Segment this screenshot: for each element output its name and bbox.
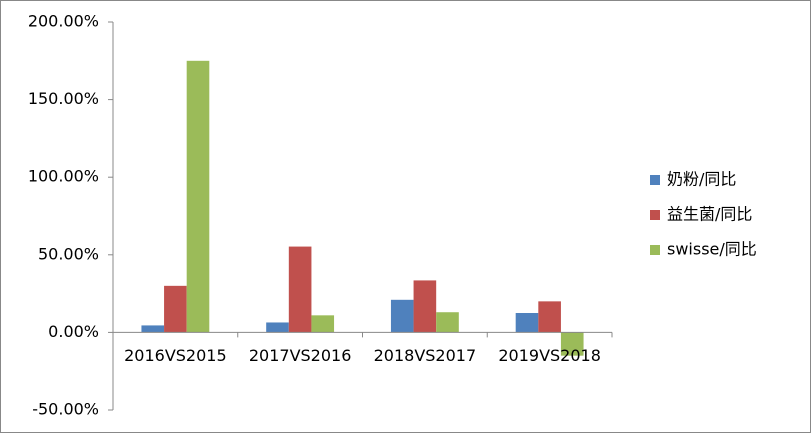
bar: [560, 332, 584, 356]
x-tick-label: 2018VS2017: [374, 346, 477, 365]
legend-swatch: [650, 245, 660, 255]
bar: [311, 315, 335, 333]
bar: [186, 60, 210, 333]
bar: [538, 301, 561, 333]
bar: [266, 322, 289, 333]
legend-swatch: [650, 210, 660, 220]
y-tick-label: 0.00%: [48, 322, 99, 341]
legend-label: 奶粉/同比: [667, 170, 736, 189]
legend-label: swisse/同比: [667, 240, 757, 259]
x-tick-label: 2016VS2015: [124, 346, 227, 365]
bar: [288, 246, 312, 333]
y-tick-label: 100.00%: [28, 167, 99, 186]
bar: [390, 299, 414, 333]
y-tick-label: 200.00%: [28, 12, 99, 31]
bar: [141, 325, 165, 333]
legend-swatch: [650, 175, 660, 185]
y-tick-label: 150.00%: [28, 89, 99, 108]
bar: [164, 285, 187, 333]
bar: [413, 280, 437, 333]
y-tick-label: 50.00%: [38, 244, 99, 263]
bar: [515, 313, 539, 333]
x-tick-label: 2017VS2016: [249, 346, 352, 365]
y-tick-label: -50.00%: [32, 400, 99, 419]
bar: [436, 312, 459, 333]
legend-label: 益生菌/同比: [667, 205, 752, 224]
x-tick-label: 2019VS2018: [498, 346, 601, 365]
